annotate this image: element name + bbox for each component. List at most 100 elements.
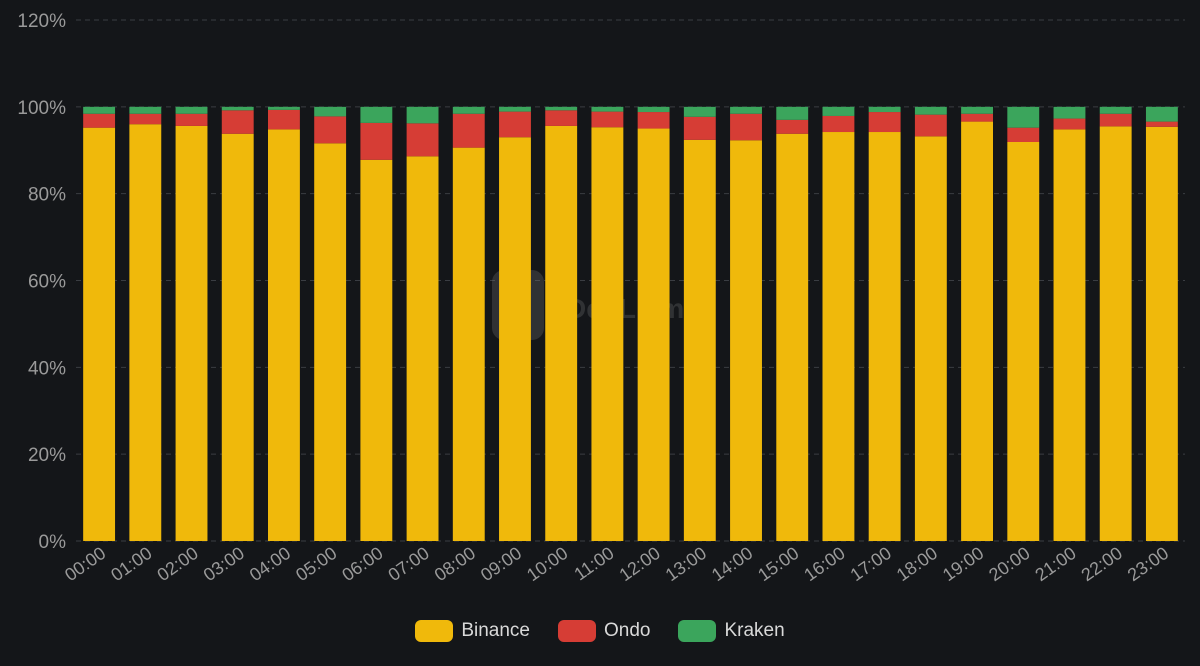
x-tick-label: 15:00 [754,543,802,585]
bar-kraken-1500 [776,106,809,120]
bar-binance-1000 [545,125,578,541]
bar-ondo-2000 [1007,127,1040,143]
bar-binance-2000 [1007,142,1040,541]
bar-ondo-2200 [1099,113,1132,127]
bar-kraken-1600 [822,106,855,116]
bar-kraken-1400 [730,106,762,114]
legend-item-kraken[interactable]: Kraken [678,620,785,642]
bar-binance-1300 [683,139,716,541]
x-tick-label: 04:00 [246,543,294,585]
x-tick-label: 14:00 [708,543,756,585]
bar-binance-1700 [868,132,901,541]
bar-ondo-0400 [267,109,300,130]
bar-binance-0900 [499,137,531,541]
watermark-text: DefiLlama [566,293,700,324]
bar-binance-0000 [83,127,116,541]
bar-kraken-1000 [545,106,578,111]
bar-ondo-1500 [776,119,809,134]
bar-ondo-0200 [175,113,208,126]
bar-kraken-2200 [1099,106,1132,114]
bar-binance-0500 [314,143,347,541]
x-tick-label: 20:00 [985,543,1033,585]
bar-kraken-2100 [1053,106,1086,119]
bar-binance-0600 [360,159,393,541]
bar-binance-1400 [730,140,762,541]
bar-binance-1600 [822,132,855,541]
bar-ondo-1800 [914,114,947,137]
x-tick-label: 03:00 [200,543,248,585]
bar-ondo-0100 [129,113,162,125]
x-tick-label: 16:00 [800,543,848,585]
x-tick-label: 07:00 [384,543,432,585]
bar-kraken-0600 [360,106,393,123]
bar-binance-2100 [1053,129,1086,541]
legend-item-binance[interactable]: Binance [415,620,530,642]
legend-label: Binance [461,620,530,641]
bar-ondo-1100 [591,111,624,128]
x-tick-label: 18:00 [893,543,941,585]
bar-kraken-0300 [221,106,254,111]
y-tick-label: 120% [17,11,66,32]
x-tick-label: 06:00 [338,543,386,585]
bar-binance-0200 [175,125,208,541]
bar-kraken-1100 [591,106,624,112]
x-tick-label: 01:00 [107,543,155,585]
bar-binance-1900 [961,121,994,541]
bar-ondo-0300 [221,110,254,134]
bar-kraken-0700 [406,106,439,124]
bar-ondo-1900 [961,113,994,122]
bar-ondo-0600 [360,122,393,160]
bar-ondo-0500 [314,116,347,144]
bar-kraken-1200 [637,106,670,113]
bar-binance-1800 [914,136,947,541]
x-tick-label: 00:00 [61,543,109,585]
grid-lines [76,19,1185,542]
bar-binance-1200 [637,128,670,541]
y-axis: 0% 20% 40% 60% 80% 100% 120% [17,11,66,553]
bar-kraken-0200 [175,106,208,114]
bar-kraken-0100 [129,106,162,114]
y-tick-label: 0% [39,532,67,553]
bar-kraken-1900 [961,106,994,114]
bar-ondo-0700 [406,123,439,157]
legend-label: Ondo [603,620,651,641]
x-tick-label: 09:00 [477,543,525,585]
x-tick-label: 02:00 [153,543,201,585]
y-tick-label: 80% [28,185,66,206]
bar-ondo-1400 [730,113,762,141]
legend-swatch [415,620,454,642]
bar-ondo-1000 [545,110,578,126]
x-tick-label: 08:00 [431,543,479,585]
bar-binance-1100 [591,127,624,541]
bar-ondo-1300 [683,116,716,140]
bar-ondo-0800 [452,113,485,148]
bar-kraken-0800 [452,106,485,114]
bar-binance-2200 [1099,126,1132,541]
bar-ondo-1700 [868,112,901,133]
legend-swatch [557,620,596,642]
bar-ondo-2100 [1053,118,1086,130]
bar-kraken-0400 [267,106,300,110]
bar-binance-0300 [221,133,254,542]
bar-kraken-2000 [1007,106,1040,128]
bar-binance-2300 [1145,126,1178,542]
x-tick-label: 23:00 [1124,543,1172,585]
legend-item-ondo[interactable]: Ondo [557,620,651,642]
x-tick-label: 11:00 [570,543,617,584]
x-tick-label: 21:00 [1031,543,1079,585]
bar-ondo-1200 [637,112,670,129]
x-tick-label: 22:00 [1078,543,1126,585]
legend: Binance Ondo Kraken [0,620,1200,642]
bar-binance-1500 [776,133,809,542]
bar-ondo-2300 [1145,121,1178,127]
bar-kraken-2300 [1145,106,1178,122]
bar-binance-0800 [452,147,485,541]
bar-ondo-0000 [83,113,116,128]
bar-kraken-0000 [83,106,116,114]
x-tick-label: 19:00 [939,543,987,585]
bar-kraken-0500 [314,106,347,117]
legend-swatch [678,620,717,642]
bar-ondo-0900 [499,111,531,138]
x-tick-label: 12:00 [616,543,664,585]
